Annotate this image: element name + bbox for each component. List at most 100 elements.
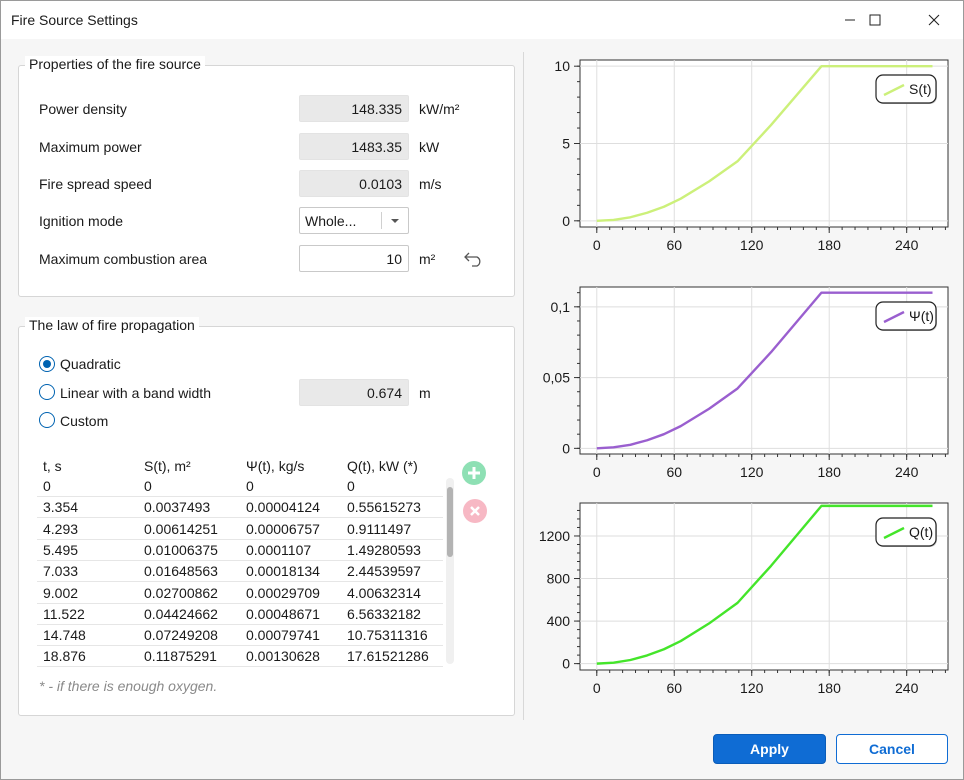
y-tick-label: 10 (554, 58, 570, 74)
table-cell[interactable]: 0.02700862 (144, 584, 218, 601)
table-cell[interactable]: 0.00018134 (246, 563, 320, 580)
max-power-unit: kW (419, 139, 440, 155)
max-area-input[interactable]: 10 (299, 245, 409, 272)
table-cell[interactable]: 5.495 (43, 541, 79, 558)
cancel-button[interactable]: Cancel (836, 734, 948, 764)
oxygen-note: * - if there is enough oxygen. (39, 678, 218, 694)
minimize-icon (845, 19, 855, 21)
q-chart-svg: 0 60 120 180 240 0 400 800 1200 Q(t) (539, 502, 949, 696)
table-cell[interactable]: 0 (246, 478, 254, 494)
x-tick-label: 60 (666, 680, 682, 696)
table-cell[interactable]: 0.07249208 (144, 627, 218, 644)
table-cell[interactable]: 4.293 (43, 520, 79, 537)
y-tick-label: 0,1 (551, 299, 571, 315)
ignition-mode-select[interactable]: Whole... (299, 207, 409, 234)
table-cell[interactable]: 0.55615273 (347, 499, 421, 516)
column-header-s[interactable]: S(t), m² (144, 458, 191, 474)
table-cell[interactable]: 18.876 (43, 648, 86, 665)
column-header-t[interactable]: t, s (43, 458, 62, 474)
table-row[interactable]: 7.033 0.01648563 0.00018134 2.44539597 (37, 561, 443, 583)
table-cell[interactable]: 6.56332182 (347, 605, 421, 622)
table-cell[interactable]: 0.00006757 (246, 520, 320, 537)
scrollbar-thumb[interactable] (447, 487, 453, 557)
table-row[interactable]: 18.876 0.11875291 0.00130628 17.61521286 (37, 646, 443, 668)
table-row[interactable]: 9.002 0.02700862 0.00029709 4.00632314 (37, 583, 443, 604)
minimize-button[interactable] (827, 1, 873, 39)
table-cell[interactable]: 0.00004124 (246, 499, 320, 516)
column-header-psi[interactable]: Ψ(t), kg/s (246, 458, 305, 474)
x-tick-label: 180 (818, 464, 842, 480)
panel-divider (523, 52, 524, 720)
table-cell[interactable]: 0 (43, 478, 51, 494)
column-header-q[interactable]: Q(t), kW (*) (347, 458, 418, 474)
table-cell[interactable]: 0.0001107 (246, 541, 312, 558)
table-cell[interactable]: 0.01648563 (144, 563, 218, 580)
table-cell[interactable]: 0.01006375 (144, 541, 218, 558)
apply-button[interactable]: Apply (713, 734, 826, 764)
x-tick-label: 240 (895, 237, 919, 253)
maximize-button[interactable] (852, 1, 898, 39)
x-tick-label: 180 (818, 680, 842, 696)
y-tick-label: 0,05 (543, 370, 570, 386)
table-cell[interactable]: 0.00614251 (144, 520, 218, 537)
table-cell[interactable]: 0.9111497 (347, 520, 412, 537)
table-row[interactable]: 14.748 0.07249208 0.00079741 10.75311316 (37, 625, 443, 647)
x-tick-label: 240 (895, 680, 919, 696)
spread-speed-unit: m/s (419, 176, 442, 192)
table-cell[interactable]: 1.49280593 (347, 541, 421, 558)
linear-radio[interactable] (39, 384, 55, 400)
legend-swatch (883, 310, 905, 324)
psi-chart: 0 60 120 180 240 0 0,05 0,1 Ψ(t) (530, 284, 950, 484)
band-width-field: 0.674 (299, 379, 409, 406)
max-power-label: Maximum power (39, 139, 142, 155)
table-cell[interactable]: 17.61521286 (347, 648, 429, 665)
table-cell[interactable]: 4.00632314 (347, 584, 421, 601)
y-tick-label: 5 (562, 136, 570, 152)
table-cell[interactable]: 0.00079741 (246, 627, 320, 644)
series-line (596, 64, 933, 223)
law-group: The law of fire propagation (18, 317, 515, 716)
table-cell[interactable]: 7.033 (43, 563, 79, 580)
table-cell[interactable]: 0.00130628 (246, 648, 320, 665)
table-cell[interactable]: 3.354 (43, 499, 79, 516)
legend-label: S(t) (909, 81, 932, 97)
table-cell[interactable]: 0.04424662 (144, 605, 218, 622)
table-cell[interactable]: 0.11875291 (144, 648, 217, 665)
linear-label: Linear with a band width (60, 385, 211, 401)
spread-speed-field: 0.0103 (299, 170, 409, 197)
table-cell[interactable]: 14.748 (43, 627, 86, 644)
table-cell[interactable]: 0.00029709 (246, 584, 320, 601)
add-row-button[interactable] (462, 461, 486, 485)
close-button[interactable] (911, 1, 957, 39)
undo-icon[interactable] (463, 249, 485, 267)
legend-box (875, 301, 937, 331)
x-tick-label: 120 (740, 237, 764, 253)
table-row[interactable]: 11.522 0.04424662 0.00048671 6.56332182 (37, 604, 443, 625)
table-cell[interactable]: 0 (347, 478, 355, 494)
delete-row-button[interactable] (463, 499, 487, 523)
custom-radio[interactable] (39, 412, 55, 428)
x-tick-label: 0 (593, 680, 601, 696)
close-icon (470, 506, 480, 516)
x-tick-label: 120 (740, 464, 764, 480)
table-row[interactable]: 4.293 0.00614251 0.00006757 0.9111497 (37, 519, 443, 540)
table-row[interactable]: 0 0 0 0 (37, 476, 443, 497)
y-tick-label: 0 (562, 213, 570, 229)
table-cell[interactable]: 2.44539597 (347, 563, 421, 580)
law-group-title: The law of fire propagation (25, 317, 199, 333)
table-scrollbar[interactable] (446, 478, 454, 664)
table-cell[interactable]: 10.75311316 (347, 627, 428, 644)
band-width-unit: m (419, 385, 431, 401)
select-divider (381, 212, 382, 229)
table-cell[interactable]: 0.00048671 (246, 605, 320, 622)
table-cell[interactable]: 9.002 (43, 584, 79, 601)
table-row[interactable]: 3.354 0.0037493 0.00004124 0.55615273 (37, 497, 443, 519)
x-tick-label: 240 (895, 464, 919, 480)
table-row[interactable]: 5.495 0.01006375 0.0001107 1.49280593 (37, 540, 443, 561)
table-cell[interactable]: 0 (144, 478, 152, 494)
table-cell[interactable]: 11.522 (43, 605, 85, 622)
y-tick-label: 800 (547, 571, 571, 587)
quadratic-radio[interactable] (39, 356, 55, 372)
table-cell[interactable]: 0.0037493 (144, 499, 211, 516)
title-bar[interactable]: Fire Source Settings (1, 1, 963, 39)
